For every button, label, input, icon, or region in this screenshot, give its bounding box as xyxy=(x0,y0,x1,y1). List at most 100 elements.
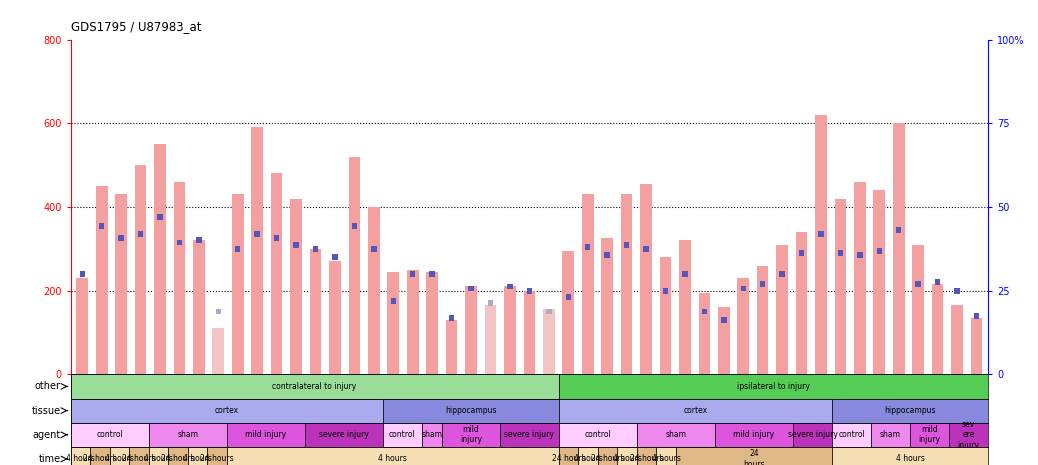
Text: 24 hours: 24 hours xyxy=(591,454,624,464)
Text: severe injury: severe injury xyxy=(319,430,368,439)
Bar xyxy=(504,286,516,374)
Bar xyxy=(893,123,904,374)
Bar xyxy=(974,313,979,319)
Text: 24 hours: 24 hours xyxy=(200,454,234,464)
Bar xyxy=(368,207,380,374)
Text: cortex: cortex xyxy=(215,406,239,415)
Bar xyxy=(441,423,500,447)
Bar xyxy=(721,317,727,323)
Bar xyxy=(77,278,88,374)
Bar xyxy=(188,447,208,465)
Bar xyxy=(99,223,105,229)
Bar xyxy=(718,307,730,374)
Bar xyxy=(90,447,110,465)
Bar xyxy=(832,399,988,423)
Bar xyxy=(251,127,263,374)
Bar xyxy=(737,278,749,374)
Bar xyxy=(352,223,357,229)
Bar xyxy=(291,199,302,374)
Text: severe injury: severe injury xyxy=(504,430,554,439)
Bar xyxy=(138,231,143,237)
Bar xyxy=(216,309,221,314)
Text: 4 hours: 4 hours xyxy=(378,454,407,464)
Text: control: control xyxy=(97,430,124,439)
Bar xyxy=(468,286,473,292)
Text: 24 hours: 24 hours xyxy=(630,454,663,464)
Bar xyxy=(835,199,846,374)
Bar xyxy=(558,447,578,465)
Bar xyxy=(636,423,715,447)
Text: 4 hours: 4 hours xyxy=(896,454,925,464)
Bar xyxy=(598,447,618,465)
Bar xyxy=(274,235,279,241)
Bar xyxy=(662,288,668,293)
Text: cortex: cortex xyxy=(683,406,707,415)
Bar xyxy=(873,190,885,374)
Bar xyxy=(832,423,871,447)
Bar xyxy=(838,250,843,256)
Bar xyxy=(601,239,613,374)
Bar xyxy=(656,447,676,465)
Bar xyxy=(624,242,629,247)
Bar xyxy=(854,182,866,374)
Bar xyxy=(896,227,901,233)
Bar xyxy=(110,447,129,465)
Bar xyxy=(226,447,558,465)
Bar xyxy=(871,423,910,447)
Bar xyxy=(294,242,299,247)
Text: sham: sham xyxy=(665,430,686,439)
Bar xyxy=(485,306,496,374)
Bar xyxy=(582,194,594,374)
Bar xyxy=(796,232,808,374)
Bar xyxy=(332,254,337,260)
Bar xyxy=(618,447,636,465)
Bar xyxy=(427,272,438,374)
Bar xyxy=(387,272,400,374)
Bar xyxy=(543,310,554,374)
Bar xyxy=(702,309,707,314)
Text: mild
injury: mild injury xyxy=(460,425,482,445)
Text: agent: agent xyxy=(32,430,61,440)
Bar xyxy=(546,309,551,314)
Bar xyxy=(168,447,188,465)
Text: 24
hours: 24 hours xyxy=(743,449,765,465)
Bar xyxy=(118,235,124,241)
Bar xyxy=(448,315,455,321)
Bar xyxy=(659,257,672,374)
Bar xyxy=(699,293,710,374)
Bar xyxy=(971,318,982,374)
Bar xyxy=(196,238,201,243)
Bar xyxy=(488,300,493,306)
Bar xyxy=(932,285,944,374)
Bar xyxy=(176,239,183,246)
Text: sham: sham xyxy=(421,430,442,439)
Text: 4 hours: 4 hours xyxy=(574,454,602,464)
Text: mild injury: mild injury xyxy=(245,430,286,439)
Bar xyxy=(636,447,656,465)
Bar xyxy=(208,447,226,465)
Bar xyxy=(954,288,960,293)
Bar xyxy=(815,115,827,374)
Bar xyxy=(312,246,319,252)
Text: 4 hours: 4 hours xyxy=(65,454,94,464)
Bar xyxy=(407,270,418,374)
Text: sev
ere
injury: sev ere injury xyxy=(958,420,980,450)
Bar xyxy=(857,252,863,258)
Bar xyxy=(563,251,574,374)
Bar xyxy=(390,298,397,304)
Bar xyxy=(193,240,204,374)
Bar xyxy=(445,320,458,374)
Bar xyxy=(410,271,415,277)
Bar xyxy=(558,399,832,423)
Bar xyxy=(679,240,690,374)
Bar xyxy=(148,447,168,465)
Bar xyxy=(80,271,85,277)
Bar xyxy=(558,423,636,447)
Text: control: control xyxy=(838,430,865,439)
Bar xyxy=(523,291,536,374)
Text: 4 hours: 4 hours xyxy=(652,454,681,464)
Bar xyxy=(231,194,244,374)
Bar xyxy=(949,423,988,447)
Bar xyxy=(148,423,226,447)
Text: mild injury: mild injury xyxy=(733,430,774,439)
